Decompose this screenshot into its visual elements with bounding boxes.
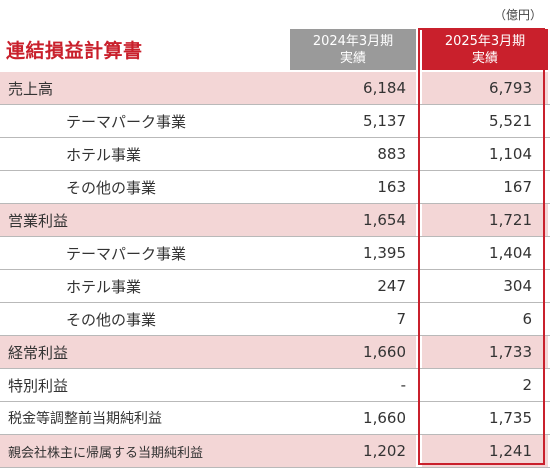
value-fy2025: 1,721 [422, 203, 548, 237]
row-label: テーマパーク事業 [0, 236, 290, 270]
row-label: 特別利益 [0, 368, 290, 402]
table-row: その他の事業 163 167 [0, 170, 550, 204]
value-fy2025: 1,104 [422, 137, 548, 171]
value-fy2024: 7 [290, 302, 416, 336]
value-fy2025: 1,241 [422, 434, 548, 468]
column-edge [548, 302, 550, 336]
value-fy2024: 1,654 [290, 203, 416, 237]
value-fy2025: 1,733 [422, 335, 548, 369]
value-fy2024: 1,395 [290, 236, 416, 270]
value-fy2024: 6,184 [290, 72, 416, 105]
row-label: ホテル事業 [0, 137, 290, 171]
column-edge [548, 104, 550, 138]
value-fy2025: 6 [422, 302, 548, 336]
statement-title: 連結損益計算書 [6, 40, 143, 62]
column-edge [548, 368, 550, 402]
value-fy2024: - [290, 368, 416, 402]
table-row: テーマパーク事業 1,395 1,404 [0, 236, 550, 270]
column-edge [548, 269, 550, 303]
column-edge [548, 137, 550, 171]
table-row: 特別利益 - 2 [0, 368, 550, 402]
column-edge [548, 401, 550, 435]
value-fy2025: 167 [422, 170, 548, 204]
value-fy2024: 1,660 [290, 401, 416, 435]
value-fy2024: 883 [290, 137, 416, 171]
column-header-fy2025: 2025年3月期 実績 [422, 29, 548, 70]
column-edge [548, 72, 550, 105]
value-fy2025: 2 [422, 368, 548, 402]
table-row: 税金等調整前当期純利益 1,660 1,735 [0, 401, 550, 435]
value-fy2024: 5,137 [290, 104, 416, 138]
column-header-fy2024: 2024年3月期 実績 [290, 29, 416, 70]
value-fy2024: 247 [290, 269, 416, 303]
income-statement-table: 売上高 6,184 6,793 テーマパーク事業 5,137 5,521 ホテル… [0, 72, 550, 468]
value-fy2025: 304 [422, 269, 548, 303]
value-fy2025: 6,793 [422, 72, 548, 105]
table-row: 売上高 6,184 6,793 [0, 72, 550, 105]
row-label: その他の事業 [0, 170, 290, 204]
row-label: 税金等調整前当期純利益 [0, 401, 290, 435]
column-edge [548, 203, 550, 237]
column-header-fy2024-period: 2024年3月期 [312, 33, 394, 49]
table-row: テーマパーク事業 5,137 5,521 [0, 104, 550, 138]
table-row: ホテル事業 247 304 [0, 269, 550, 303]
table-row: 経常利益 1,660 1,733 [0, 335, 550, 369]
row-label: 経常利益 [0, 335, 290, 369]
table-row: その他の事業 7 6 [0, 302, 550, 336]
value-fy2025: 1,404 [422, 236, 548, 270]
row-label: 営業利益 [0, 203, 290, 237]
column-edge [548, 434, 550, 468]
row-label: ホテル事業 [0, 269, 290, 303]
table-row: 親会社株主に帰属する当期純利益 1,202 1,241 [0, 434, 550, 468]
value-fy2024: 163 [290, 170, 416, 204]
column-header-fy2025-type: 実績 [471, 50, 498, 66]
table-row: 営業利益 1,654 1,721 [0, 203, 550, 237]
row-label: その他の事業 [0, 302, 290, 336]
column-edge [548, 170, 550, 204]
value-fy2024: 1,660 [290, 335, 416, 369]
column-header-fy2024-type: 実績 [339, 50, 366, 66]
column-edge [548, 335, 550, 369]
column-edge [548, 236, 550, 270]
value-fy2025: 5,521 [422, 104, 548, 138]
value-fy2024: 1,202 [290, 434, 416, 468]
unit-note: （億円） [493, 8, 542, 22]
value-fy2025: 1,735 [422, 401, 548, 435]
row-label: テーマパーク事業 [0, 104, 290, 138]
row-label: 売上高 [0, 72, 290, 105]
table-row: ホテル事業 883 1,104 [0, 137, 550, 171]
row-label: 親会社株主に帰属する当期純利益 [0, 434, 290, 468]
column-header-fy2025-period: 2025年3月期 [444, 33, 526, 49]
